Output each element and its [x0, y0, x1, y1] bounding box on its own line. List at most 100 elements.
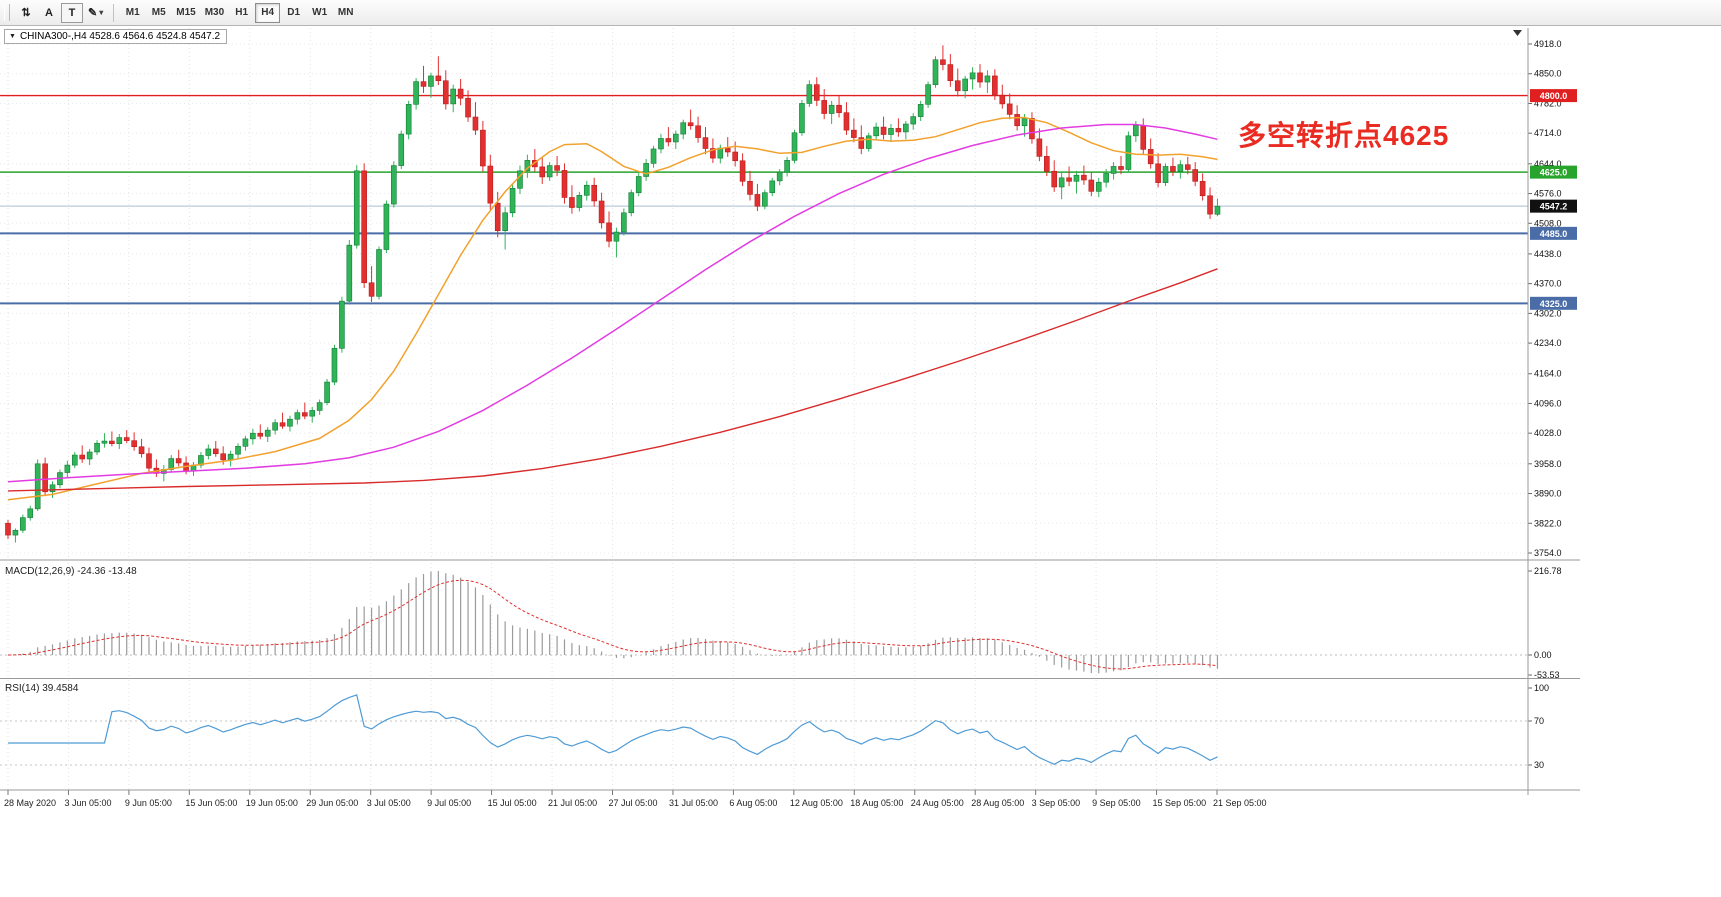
candle-body — [917, 104, 924, 117]
price-axis-label: 4714.0 — [1534, 128, 1562, 138]
candle-body — [680, 122, 687, 135]
ma-fast-line — [7, 116, 1218, 501]
price-level-badge — [1530, 165, 1577, 179]
chart-shift-button[interactable]: ⇅ — [15, 3, 37, 23]
candle-body — [346, 244, 353, 302]
price-scale-arrow-icon — [1513, 30, 1522, 36]
rsi-panel-surface[interactable] — [0, 680, 1528, 790]
toolbar-grip[interactable] — [4, 4, 10, 21]
timeframe-h1-button[interactable]: H1 — [229, 3, 254, 23]
candle-body — [954, 80, 961, 92]
price-chart-surface[interactable] — [0, 28, 1528, 558]
price-level-badge — [1530, 226, 1577, 240]
candle-body — [20, 517, 26, 531]
timeframe-m15-button[interactable]: M15 — [172, 3, 199, 23]
candle-body — [546, 165, 553, 178]
candle-body — [131, 440, 137, 448]
candle-body — [1103, 173, 1109, 183]
candle-body — [79, 454, 85, 460]
candle-body — [1192, 169, 1198, 182]
collapse-triangle-icon[interactable]: ▼ — [9, 33, 16, 40]
candle-body — [1199, 181, 1206, 197]
candle-body — [635, 176, 642, 193]
candle-body — [999, 94, 1006, 105]
candle-body — [1014, 114, 1020, 127]
draw-tool-button[interactable]: ✎ ▾ — [84, 3, 107, 23]
time-axis-label: 29 Jun 05:00 — [306, 798, 358, 808]
price-axis-label: 4234.0 — [1534, 338, 1562, 348]
candle-body — [212, 448, 219, 455]
candle-body — [42, 463, 48, 493]
candle-body — [873, 126, 879, 137]
candle-body — [264, 429, 271, 437]
price-level-badge — [1530, 296, 1577, 310]
candle-body — [910, 116, 917, 125]
text-label-button[interactable]: T — [61, 2, 83, 23]
candle-body — [472, 116, 479, 131]
candle-body — [710, 148, 716, 159]
candle-body — [442, 80, 449, 105]
candle-body — [457, 88, 464, 99]
candle-body — [49, 484, 56, 493]
candle-body — [984, 75, 991, 83]
macd-panel-surface[interactable] — [0, 563, 1528, 677]
text-annotation-button[interactable]: A — [38, 3, 60, 23]
candle-body — [64, 464, 71, 473]
macd-indicator-label: MACD(12,26,9) -24.36 -13.48 — [5, 566, 137, 577]
timeframe-m5-button[interactable]: M5 — [146, 3, 171, 23]
ma-slow-line — [7, 268, 1218, 492]
candle-body — [309, 410, 316, 417]
candle-body — [947, 64, 954, 82]
candle-body — [598, 200, 605, 224]
candle-body — [932, 59, 939, 85]
candle-body — [353, 170, 360, 246]
candle-body — [1088, 179, 1095, 192]
candle-body — [672, 133, 679, 143]
candle-body — [739, 160, 746, 182]
candle-body — [435, 75, 442, 82]
candle-body — [591, 184, 597, 202]
candle-body — [806, 84, 813, 104]
candle-body — [205, 448, 212, 456]
timeframe-m1-button[interactable]: M1 — [120, 3, 145, 23]
candle-body — [1036, 138, 1043, 157]
time-axis-label: 15 Jun 05:00 — [185, 798, 237, 808]
candle-body — [762, 192, 768, 207]
time-axis-label: 3 Sep 05:00 — [1032, 798, 1081, 808]
timeframe-m30-button[interactable]: M30 — [201, 3, 228, 23]
candle-body — [27, 508, 34, 518]
candle-body — [109, 440, 115, 444]
price-axis-label: 4370.0 — [1534, 279, 1562, 289]
candle-body — [903, 123, 909, 133]
candle-body — [86, 451, 93, 460]
candle-body — [747, 181, 753, 195]
candle-body — [880, 126, 887, 135]
timeframe-w1-button[interactable]: W1 — [307, 3, 332, 23]
chart-canvas[interactable]: 4918.0 4850.0 4782.0 4714.0 4644.0 4576.0 4508… — [0, 26, 1721, 897]
candle-body — [851, 129, 857, 138]
timeframe-mn-button[interactable]: MN — [333, 3, 358, 23]
candle-body — [1073, 174, 1080, 182]
toolbar-separator — [113, 3, 115, 22]
price-axis-label: 4782.0 — [1534, 98, 1562, 108]
candle-body — [1140, 125, 1147, 150]
candle-body — [962, 78, 968, 92]
candle-body — [821, 100, 828, 114]
price-axis-label: 4028.0 — [1534, 428, 1562, 438]
candle-body — [235, 446, 241, 455]
candle-body — [1051, 170, 1058, 188]
timeframe-h4-button[interactable]: H4 — [255, 2, 281, 23]
candle-body — [606, 222, 612, 242]
candle-body — [791, 132, 798, 161]
chevron-down-icon: ▾ — [99, 8, 104, 17]
candle-body — [316, 402, 323, 411]
candle-body — [146, 453, 152, 469]
current-price-badge-label: 4547.2 — [1540, 202, 1568, 212]
candle-body — [34, 463, 41, 510]
candle-body — [361, 170, 367, 284]
time-axis-label: 31 Jul 05:00 — [669, 798, 718, 808]
candle-body — [220, 453, 226, 461]
price-axis-label: 4438.0 — [1534, 249, 1562, 259]
rsi-indicator-label: RSI(14) 39.4584 — [5, 683, 79, 694]
timeframe-d1-button[interactable]: D1 — [281, 3, 306, 23]
